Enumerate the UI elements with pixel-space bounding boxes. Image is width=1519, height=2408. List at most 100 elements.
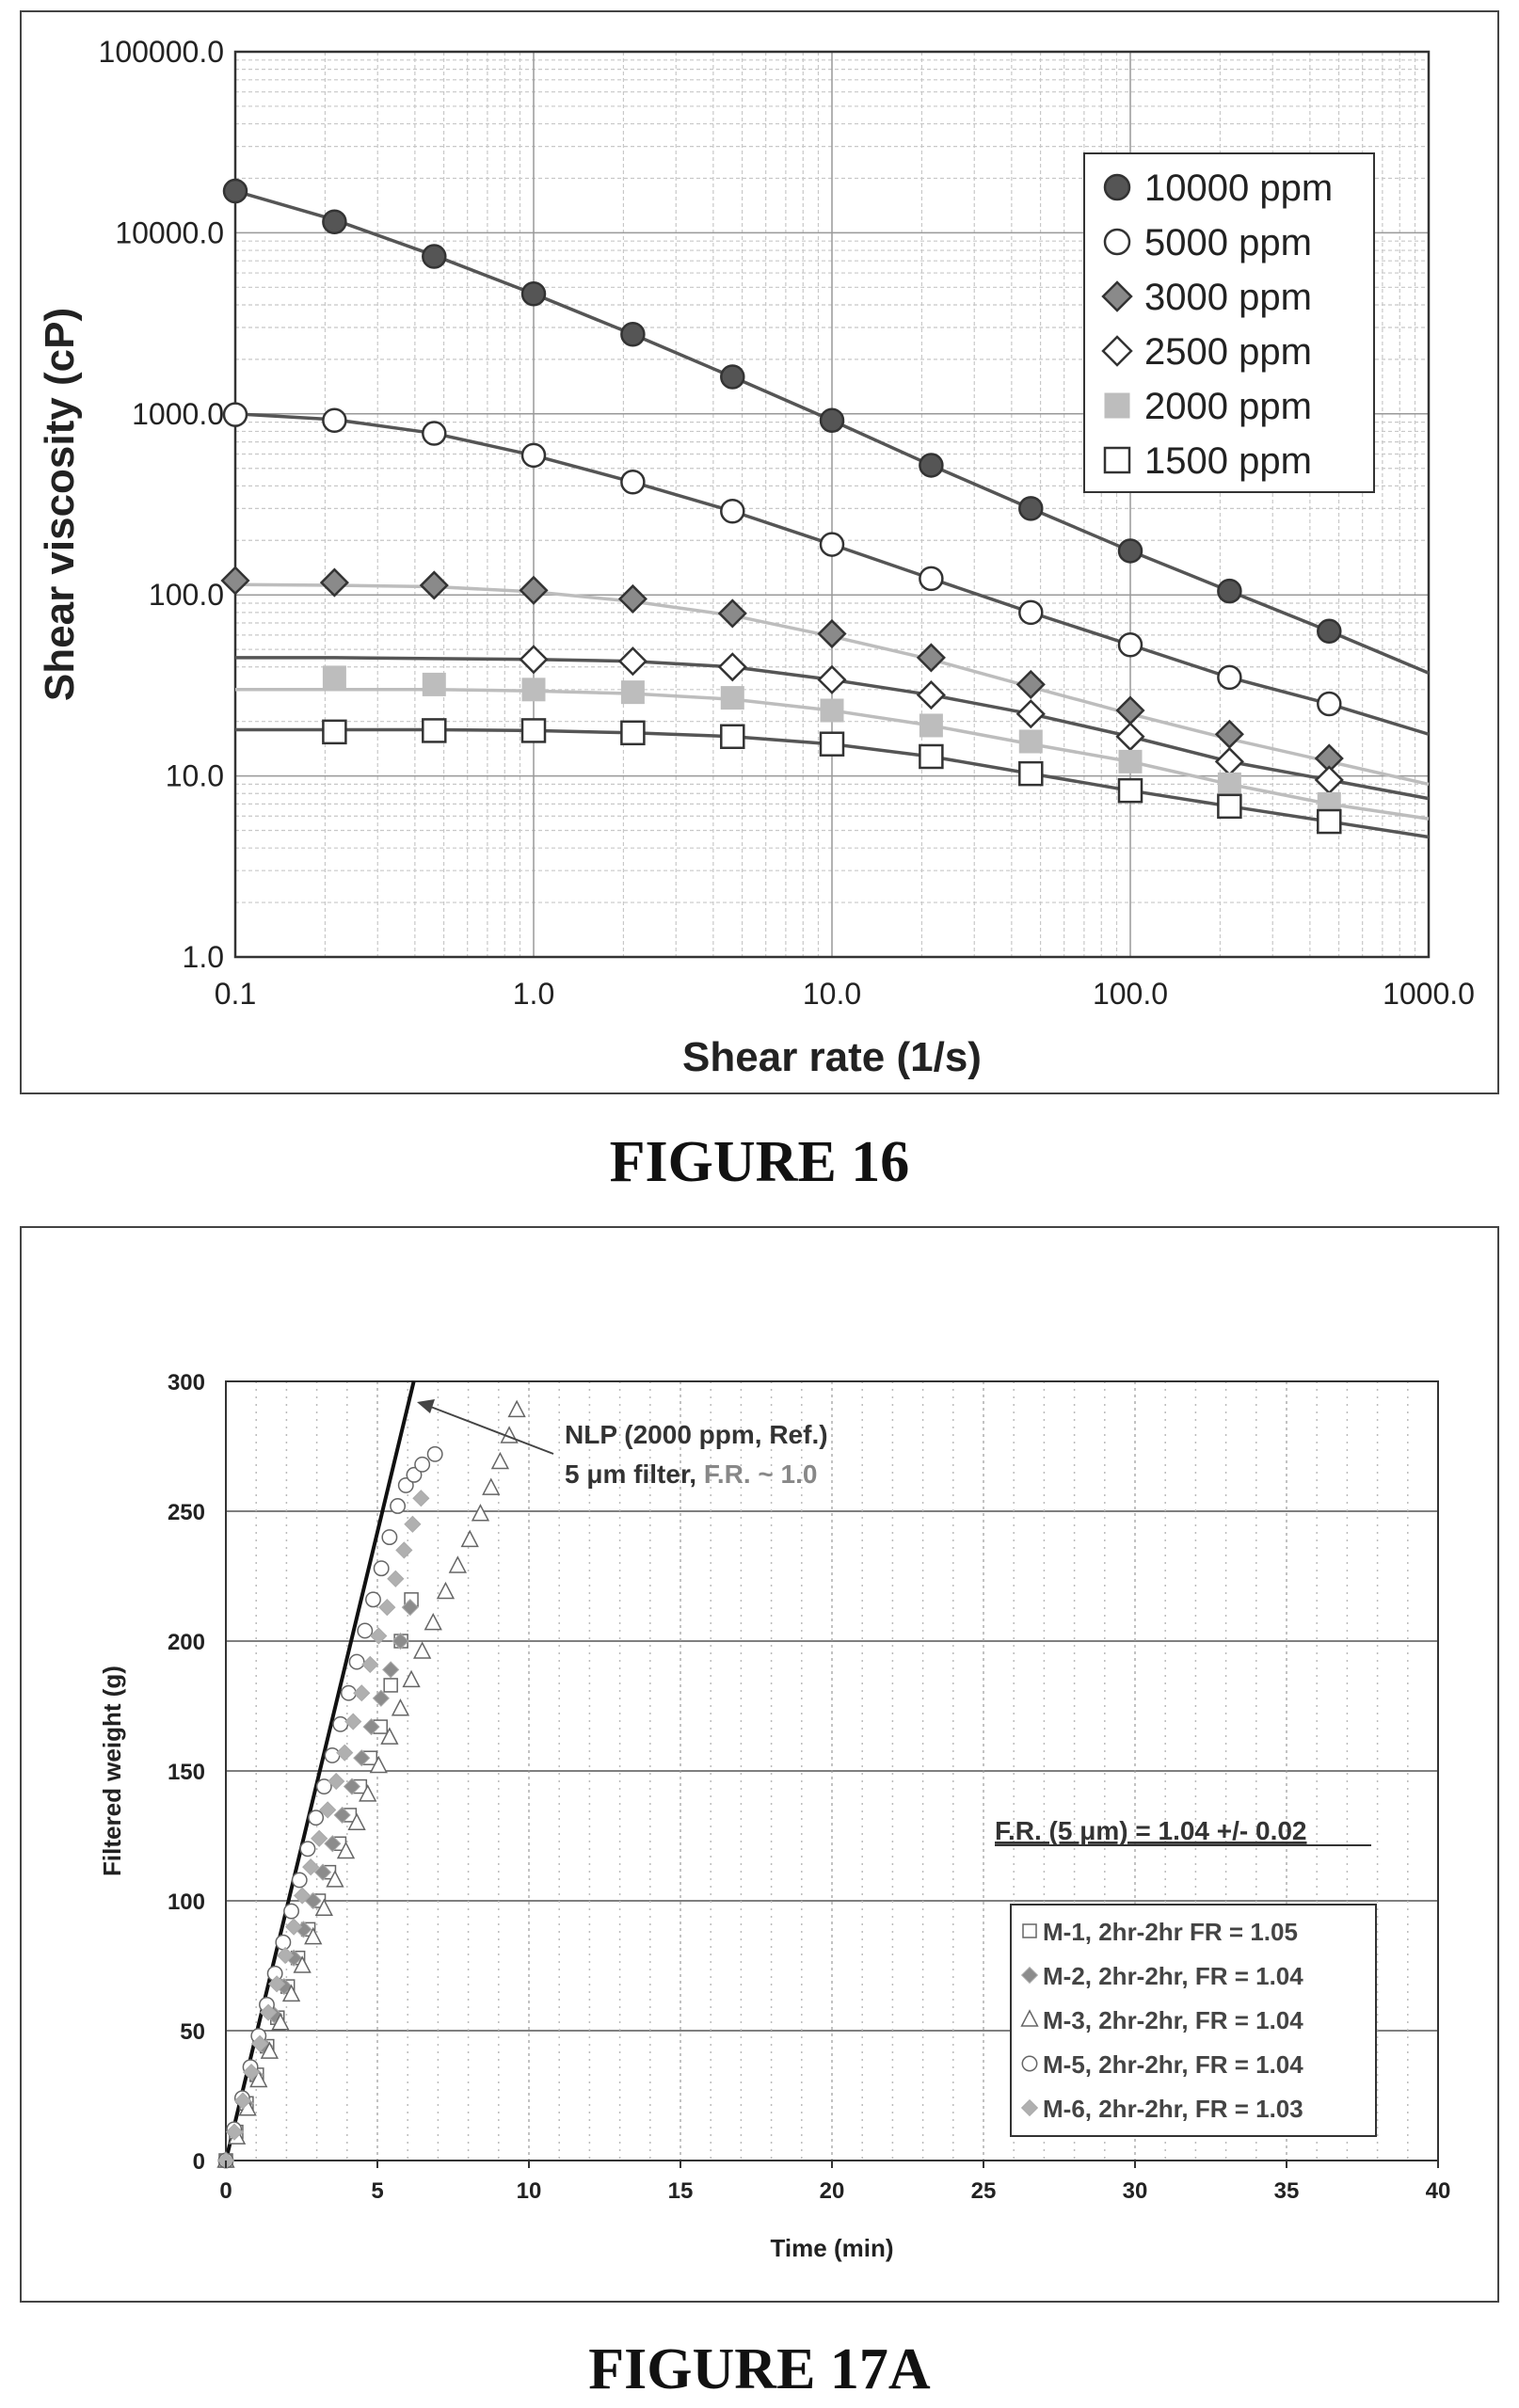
point-5000-ppm	[620, 470, 646, 495]
point-5000-ppm	[322, 407, 347, 434]
legend-label-10000-ppm: 10000 ppm	[1144, 167, 1333, 209]
y-tick-label: 250	[168, 1500, 205, 1525]
y-tick-label: 1.0	[183, 940, 224, 974]
point-m-3-2hr-2hr-fr-1-04	[380, 1727, 399, 1745]
point-1500-ppm	[720, 724, 745, 750]
legend-label-3000-ppm: 3000 ppm	[1144, 277, 1312, 318]
point-10000-ppm	[222, 178, 248, 204]
point-m-2-2hr-2hr-fr-1-04	[392, 1632, 409, 1651]
point-5000-ppm	[819, 532, 845, 557]
point-m-5-2hr-2hr-fr-1-04	[324, 1746, 341, 1763]
point-5000-ppm	[720, 498, 745, 524]
point-m-5-2hr-2hr-fr-1-04	[406, 1466, 423, 1483]
point-m-6-2hr-2hr-fr-1-03	[336, 1744, 354, 1762]
point-m-2-2hr-2hr-fr-1-04	[372, 1689, 390, 1707]
legend-marker-m-2-2hr-2hr-fr-1-04	[1020, 1966, 1039, 1985]
legend-label-2500-ppm: 2500 ppm	[1144, 331, 1312, 373]
point-m-5-2hr-2hr-fr-1-04	[397, 1476, 414, 1493]
point-m-6-2hr-2hr-fr-1-03	[328, 1772, 345, 1791]
point-m-6-2hr-2hr-fr-1-03	[378, 1599, 396, 1617]
y-tick-label: 100	[168, 1890, 205, 1915]
x-tick-label: 30	[1123, 2178, 1148, 2204]
point-1500-ppm	[322, 719, 347, 745]
point-1500-ppm	[1117, 777, 1143, 804]
point-3000-ppm	[717, 598, 747, 629]
point-2500-ppm	[1015, 699, 1046, 729]
point-m-5-2hr-2hr-fr-1-04	[283, 1903, 300, 1920]
point-m-6-2hr-2hr-fr-1-03	[361, 1655, 379, 1673]
annotation-filter-label: 5 μm filter, F.R. ~ 1.0	[565, 1459, 817, 1489]
legend-label-m-1-2hr-2hr-fr-1-05: M-1, 2hr-2hr FR = 1.05	[1043, 1918, 1298, 1946]
point-m-5-2hr-2hr-fr-1-04	[315, 1778, 332, 1795]
y-tick-label: 300	[168, 1370, 205, 1395]
point-3000-ppm	[319, 567, 349, 598]
x-tick-label: 10.0	[803, 977, 861, 1011]
point-10000-ppm	[520, 281, 547, 307]
point-m-5-2hr-2hr-fr-1-04	[348, 1653, 365, 1670]
point-m-5-2hr-2hr-fr-1-04	[426, 1445, 443, 1462]
point-3000-ppm	[220, 566, 250, 596]
point-3000-ppm	[419, 570, 449, 600]
point-m-3-2hr-2hr-fr-1-04	[336, 1841, 356, 1859]
point-m-6-2hr-2hr-fr-1-03	[370, 1627, 388, 1645]
point-2000-ppm	[620, 680, 645, 705]
point-m-6-2hr-2hr-fr-1-03	[242, 2064, 261, 2081]
point-m-5-2hr-2hr-fr-1-04	[414, 1456, 431, 1473]
point-m-5-2hr-2hr-fr-1-04	[365, 1591, 381, 1608]
point-1500-ppm	[919, 743, 944, 770]
x-tick-label: 5	[371, 2178, 383, 2204]
point-m-3-2hr-2hr-fr-1-04	[281, 1984, 301, 2002]
point-1500-ppm	[520, 718, 547, 743]
point-5000-ppm	[1217, 664, 1242, 691]
point-5000-ppm	[520, 442, 547, 469]
point-m-6-2hr-2hr-fr-1-03	[277, 1946, 295, 1965]
x-tick-label: 35	[1274, 2178, 1300, 2204]
point-10000-ppm	[620, 322, 646, 347]
point-m-5-2hr-2hr-fr-1-04	[373, 1560, 390, 1577]
point-2000-ppm	[720, 686, 744, 710]
legend-box	[1083, 152, 1375, 493]
point-10000-ppm	[1217, 578, 1242, 604]
summary-fr-label: F.R. (5 μm) = 1.04 +/- 0.02	[995, 1816, 1307, 1845]
point-m-6-2hr-2hr-fr-1-03	[412, 1490, 430, 1507]
legend-marker-m-1-2hr-2hr-fr-1-05	[1022, 1923, 1037, 1938]
point-m-2-2hr-2hr-fr-1-04	[353, 1749, 371, 1767]
point-3000-ppm	[1115, 695, 1145, 726]
figure-17a-tick-labels: 0 5 10 15 20 25 30 35 40 0 50 100 150 200 250 300	[168, 1370, 1450, 2204]
y-tick-label: 10000.0	[115, 215, 224, 249]
point-m-3-2hr-2hr-fr-1-04	[326, 1870, 344, 1888]
y-tick-label: 0	[193, 2149, 205, 2175]
point-2500-ppm	[916, 679, 946, 710]
point-m-3-2hr-2hr-fr-1-04	[471, 1504, 490, 1522]
legend-label-m-2-2hr-2hr-fr-1-04: M-2, 2hr-2hr, FR = 1.04	[1043, 1962, 1303, 1990]
annotation-filter-text: 5 μm filter,	[565, 1459, 704, 1489]
point-3000-ppm	[916, 643, 946, 673]
point-10000-ppm	[819, 407, 845, 434]
figure-17a-caption: FIGURE 17A	[588, 2337, 931, 2401]
point-10000-ppm	[720, 364, 745, 390]
legend-box	[1010, 1904, 1377, 2137]
legend-label-5000-ppm: 5000 ppm	[1144, 222, 1312, 263]
point-m-6-2hr-2hr-fr-1-03	[233, 2092, 252, 2110]
point-m-2-2hr-2hr-fr-1-04	[362, 1717, 380, 1736]
legend-marker-m-3-2hr-2hr-fr-1-04	[1020, 2009, 1039, 2027]
figure-17a-legend: M-1, 2hr-2hr FR = 1.05 M-2, 2hr-2hr, FR =…	[1010, 1904, 1377, 2137]
annotation-arrow-line	[427, 1405, 554, 1455]
legend-marker-2500-ppm	[1101, 335, 1133, 367]
point-2500-ppm	[617, 646, 648, 677]
point-1500-ppm	[620, 720, 646, 746]
point-10000-ppm	[322, 209, 347, 234]
point-2000-ppm	[919, 713, 943, 738]
point-1500-ppm	[1018, 760, 1044, 787]
figure-17a-data-points	[216, 1399, 526, 2170]
point-2000-ppm	[1217, 772, 1241, 796]
point-m-5-2hr-2hr-fr-1-04	[275, 1934, 292, 1951]
point-2000-ppm	[521, 678, 546, 702]
point-3000-ppm	[1015, 669, 1046, 699]
legend-label-m-3-2hr-2hr-fr-1-04: M-3, 2hr-2hr, FR = 1.04	[1043, 2006, 1303, 2034]
point-5000-ppm	[422, 421, 447, 446]
point-2000-ppm	[820, 698, 844, 723]
point-2500-ppm	[1115, 722, 1145, 752]
point-2000-ppm	[322, 665, 346, 690]
